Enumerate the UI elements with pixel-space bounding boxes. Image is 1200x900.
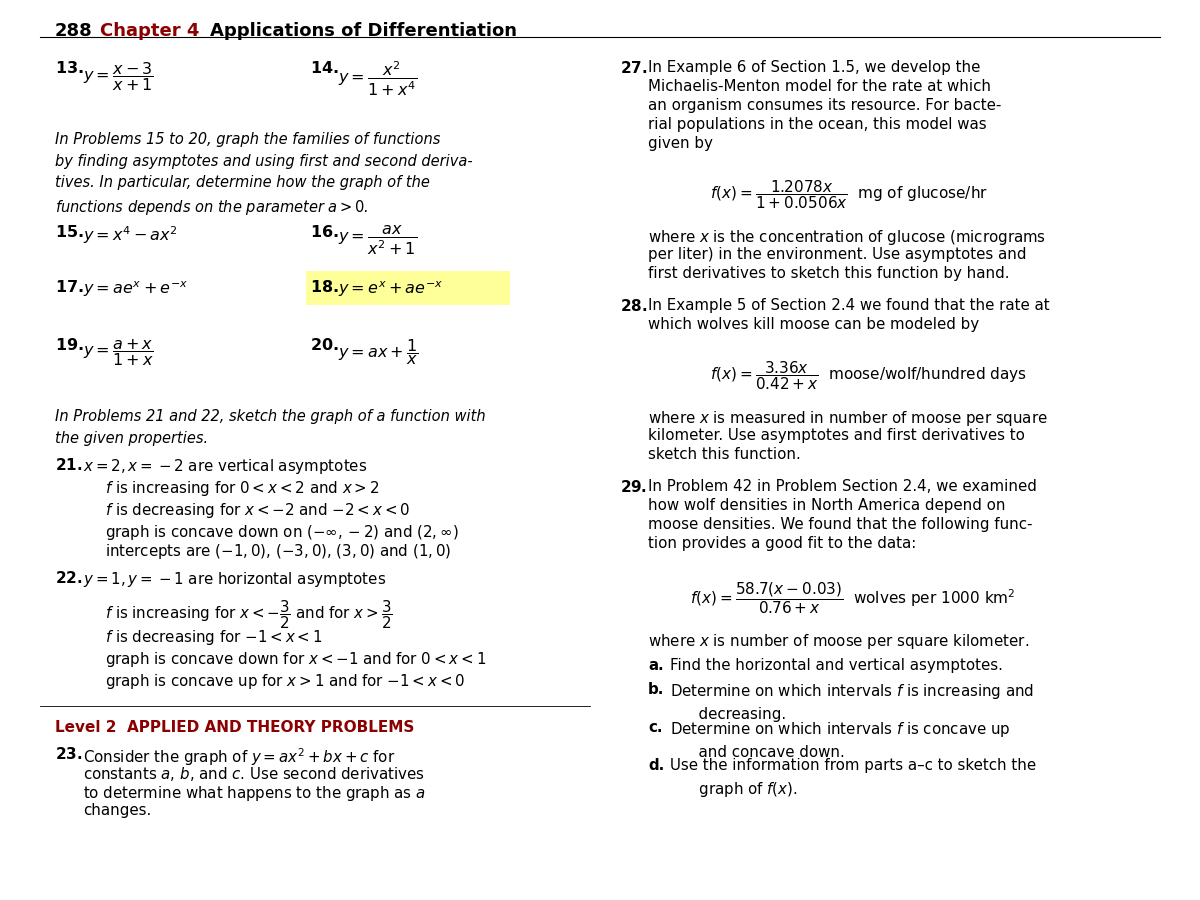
Text: graph is concave down for $x < -1$ and for $0 < x < 1$: graph is concave down for $x < -1$ and f… [106,650,486,669]
Text: Michaelis-Menton model for the rate at which: Michaelis-Menton model for the rate at w… [648,79,991,94]
Text: In Example 5 of Section 2.4 we found that the rate at: In Example 5 of Section 2.4 we found tha… [648,298,1050,313]
Text: $\mathbf{28.}$: $\mathbf{28.}$ [620,298,647,314]
Text: $\mathbf{21.}$: $\mathbf{21.}$ [55,457,83,473]
Text: $\mathbf{27.}$: $\mathbf{27.}$ [620,60,647,76]
Text: to determine what happens to the graph as $a$: to determine what happens to the graph a… [83,784,426,803]
Text: $y = ae^x + e^{-x}$: $y = ae^x + e^{-x}$ [83,279,188,299]
Text: Applications of Differentiation: Applications of Differentiation [210,22,517,40]
Text: Find the horizontal and vertical asymptotes.: Find the horizontal and vertical asympto… [670,658,1003,673]
Text: graph is concave down on $(-\infty, -2)$ and $(2, \infty)$: graph is concave down on $(-\infty, -2)$… [106,523,458,542]
Text: $y = 1, y = -1$ are horizontal asymptotes: $y = 1, y = -1$ are horizontal asymptote… [83,570,386,589]
Text: Level 2: Level 2 [55,720,116,735]
Text: tion provides a good fit to the data:: tion provides a good fit to the data: [648,536,917,551]
Text: $y = \dfrac{x^2}{1+x^4}$: $y = \dfrac{x^2}{1+x^4}$ [338,60,418,98]
Text: graph is concave up for $x > 1$ and for $-1 < x < 0$: graph is concave up for $x > 1$ and for … [106,672,466,691]
Text: $y = e^x + ae^{-x}$: $y = e^x + ae^{-x}$ [338,279,443,299]
Text: $y = \dfrac{ax}{x^2+1}$: $y = \dfrac{ax}{x^2+1}$ [338,224,418,256]
Text: first derivatives to sketch this function by hand.: first derivatives to sketch this functio… [648,266,1009,281]
Text: given by: given by [648,136,713,151]
Text: In Problems 21 and 22, sketch the graph of a function with
the given properties.: In Problems 21 and 22, sketch the graph … [55,409,486,446]
Text: $f$ is decreasing for $x < -2$ and $-2 < x < 0$: $f$ is decreasing for $x < -2$ and $-2 <… [106,501,410,520]
Text: per liter) in the environment. Use asymptotes and: per liter) in the environment. Use asymp… [648,247,1026,262]
Text: Chapter 4: Chapter 4 [100,22,199,40]
Text: $f(x) = \dfrac{3.36x}{0.42+x}$  moose/wolf/hundred days: $f(x) = \dfrac{3.36x}{0.42+x}$ moose/wol… [710,359,1027,392]
Text: $\mathbf{23.}$: $\mathbf{23.}$ [55,746,83,762]
Text: $\mathbf{22.}$: $\mathbf{22.}$ [55,570,83,586]
Text: $f$ is increasing for $x < -\dfrac{3}{2}$ and for $x > \dfrac{3}{2}$: $f$ is increasing for $x < -\dfrac{3}{2}… [106,598,392,631]
Text: $\mathbf{16.}$: $\mathbf{16.}$ [310,224,338,240]
FancyBboxPatch shape [306,271,510,305]
Text: d.: d. [648,758,665,773]
Text: a.: a. [648,658,664,673]
Text: changes.: changes. [83,803,151,818]
Text: moose densities. We found that the following func-: moose densities. We found that the follo… [648,517,1032,532]
Text: intercepts are $(-1, 0)$, $(-3, 0)$, $(3, 0)$ and $(1, 0)$: intercepts are $(-1, 0)$, $(-3, 0)$, $(3… [106,542,451,561]
Text: rial populations in the ocean, this model was: rial populations in the ocean, this mode… [648,117,986,132]
Text: b.: b. [648,682,665,697]
Text: $\mathbf{29.}$: $\mathbf{29.}$ [620,479,647,495]
Text: In Problems 15 to 20, graph the families of functions
by finding asymptotes and : In Problems 15 to 20, graph the families… [55,132,473,217]
Text: $f$ is decreasing for $-1 < x < 1$: $f$ is decreasing for $-1 < x < 1$ [106,628,323,647]
Text: 288: 288 [55,22,92,40]
Text: $\mathbf{20.}$: $\mathbf{20.}$ [310,337,338,353]
Text: APPLIED AND THEORY PROBLEMS: APPLIED AND THEORY PROBLEMS [127,720,414,735]
Text: c.: c. [648,720,662,735]
Text: $y = \dfrac{a+x}{1+x}$: $y = \dfrac{a+x}{1+x}$ [83,337,154,368]
Text: $y = \dfrac{x-3}{x+1}$: $y = \dfrac{x-3}{x+1}$ [83,60,154,93]
Text: $\mathbf{17.}$: $\mathbf{17.}$ [55,279,84,295]
Text: Consider the graph of $y = ax^2 + bx + c$ for: Consider the graph of $y = ax^2 + bx + c… [83,746,395,768]
Text: $\mathbf{13.}$: $\mathbf{13.}$ [55,60,84,76]
Text: Determine on which intervals $f$ is increasing and
      decreasing.: Determine on which intervals $f$ is incr… [670,682,1034,722]
Text: where $x$ is the concentration of glucose (micrograms: where $x$ is the concentration of glucos… [648,228,1046,247]
Text: In Problem 42 in Problem Section 2.4, we examined: In Problem 42 in Problem Section 2.4, we… [648,479,1037,494]
Text: $\mathbf{19.}$: $\mathbf{19.}$ [55,337,84,353]
Text: $\mathbf{18.}$: $\mathbf{18.}$ [310,279,338,295]
Text: $y = x^4 - ax^2$: $y = x^4 - ax^2$ [83,224,178,246]
Text: $f(x) = \dfrac{58.7(x-0.03)}{0.76+x}$  wolves per 1000 km$^2$: $f(x) = \dfrac{58.7(x-0.03)}{0.76+x}$ wo… [690,580,1015,616]
Text: $f(x) = \dfrac{1.2078x}{1+0.0506x}$  mg of glucose/hr: $f(x) = \dfrac{1.2078x}{1+0.0506x}$ mg o… [710,178,988,211]
Text: Determine on which intervals $f$ is concave up
      and concave down.: Determine on which intervals $f$ is conc… [670,720,1010,760]
Text: Use the information from parts a–c to sketch the
      graph of $f(x)$.: Use the information from parts a–c to sk… [670,758,1036,799]
Text: $y = ax + \dfrac{1}{x}$: $y = ax + \dfrac{1}{x}$ [338,337,419,367]
Text: which wolves kill moose can be modeled by: which wolves kill moose can be modeled b… [648,317,979,332]
Text: $x = 2, x = -2$ are vertical asymptotes: $x = 2, x = -2$ are vertical asymptotes [83,457,367,476]
Text: constants $a$, $b$, and $c$. Use second derivatives: constants $a$, $b$, and $c$. Use second … [83,765,425,783]
Text: an organism consumes its resource. For bacte-: an organism consumes its resource. For b… [648,98,1001,113]
Text: $\mathbf{15.}$: $\mathbf{15.}$ [55,224,84,240]
Text: sketch this function.: sketch this function. [648,447,800,462]
Text: $\mathbf{14.}$: $\mathbf{14.}$ [310,60,338,76]
Text: $f$ is increasing for $0 < x < 2$ and $x > 2$: $f$ is increasing for $0 < x < 2$ and $x… [106,479,379,498]
Text: kilometer. Use asymptotes and first derivatives to: kilometer. Use asymptotes and first deri… [648,428,1025,443]
Text: where $x$ is measured in number of moose per square: where $x$ is measured in number of moose… [648,409,1048,428]
Text: how wolf densities in North America depend on: how wolf densities in North America depe… [648,498,1006,513]
Text: In Example 6 of Section 1.5, we develop the: In Example 6 of Section 1.5, we develop … [648,60,980,75]
Text: where $x$ is number of moose per square kilometer.: where $x$ is number of moose per square … [648,632,1030,651]
